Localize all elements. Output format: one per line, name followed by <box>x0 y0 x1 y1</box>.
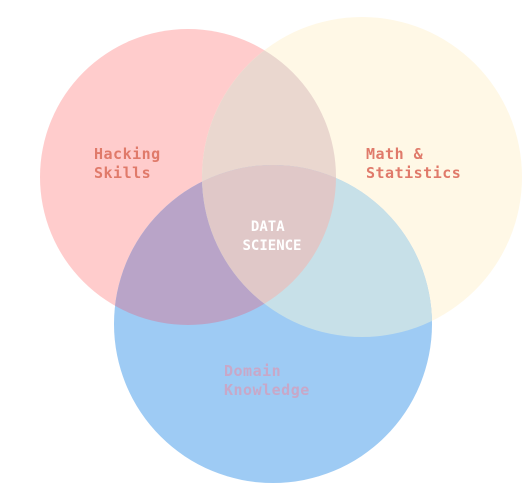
data-science-label: DATA SCIENCE <box>242 219 301 254</box>
domain-knowledge-label: Domain Knowledge <box>224 362 310 399</box>
hacking-skills-label: Hacking Skills <box>94 145 170 182</box>
math-statistics-label: Math & Statistics <box>366 145 461 182</box>
